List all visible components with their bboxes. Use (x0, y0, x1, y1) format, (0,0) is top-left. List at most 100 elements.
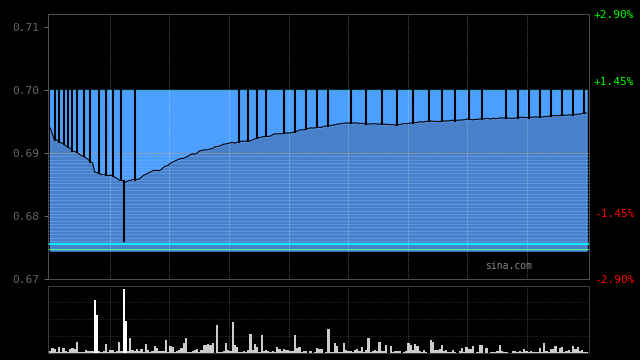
Bar (287, 350, 289, 353)
Bar (140, 349, 143, 353)
Bar (158, 351, 161, 353)
Bar (423, 350, 425, 353)
Bar (305, 351, 307, 353)
Bar (254, 344, 256, 353)
Bar (339, 352, 340, 353)
Bar (579, 351, 581, 353)
Bar (263, 351, 265, 353)
Bar (369, 352, 372, 353)
Bar (136, 349, 138, 353)
Bar (72, 347, 74, 353)
Bar (67, 352, 69, 353)
Bar (260, 335, 263, 353)
Bar (252, 350, 254, 353)
Bar (234, 345, 236, 353)
Bar (105, 345, 107, 353)
Bar (361, 347, 363, 353)
Bar (410, 345, 412, 353)
Bar (165, 340, 167, 353)
Bar (539, 348, 541, 353)
Bar (69, 348, 72, 353)
Bar (96, 315, 98, 353)
Bar (490, 352, 492, 353)
Bar (65, 351, 67, 353)
Bar (316, 348, 319, 353)
Bar (176, 351, 178, 353)
Bar (554, 346, 557, 353)
Bar (268, 351, 269, 353)
Bar (227, 350, 229, 353)
Bar (545, 351, 548, 353)
Bar (552, 348, 554, 353)
Bar (381, 351, 383, 353)
Bar (512, 351, 515, 353)
Bar (301, 352, 303, 353)
Bar (527, 352, 530, 353)
Bar (100, 352, 102, 353)
Bar (354, 350, 356, 353)
Bar (348, 351, 349, 353)
Bar (572, 346, 574, 353)
Bar (285, 351, 287, 353)
Bar (434, 350, 436, 353)
Bar (280, 351, 283, 353)
Bar (557, 352, 559, 353)
Bar (383, 351, 385, 353)
Bar (51, 348, 54, 353)
Bar (223, 351, 225, 353)
Bar (374, 350, 376, 353)
Bar (243, 351, 245, 353)
Bar (93, 300, 96, 353)
Bar (367, 338, 369, 353)
Bar (447, 352, 450, 353)
Bar (225, 343, 227, 353)
Bar (189, 352, 191, 353)
Bar (111, 350, 114, 353)
Bar (515, 351, 516, 353)
Bar (191, 351, 194, 353)
Bar (271, 351, 274, 353)
Bar (182, 343, 185, 353)
Bar (187, 352, 189, 353)
Bar (345, 350, 348, 353)
Bar (236, 347, 238, 353)
Bar (586, 352, 588, 353)
Bar (530, 351, 532, 353)
Bar (207, 344, 209, 353)
Bar (147, 350, 149, 353)
Bar (276, 347, 278, 353)
Bar (98, 351, 100, 353)
Bar (265, 350, 268, 353)
Bar (376, 351, 378, 353)
Bar (194, 350, 196, 353)
Bar (365, 350, 367, 353)
Bar (532, 352, 534, 353)
Bar (356, 349, 358, 353)
Bar (534, 352, 536, 353)
Bar (125, 321, 127, 353)
Bar (303, 351, 305, 353)
Bar (74, 349, 76, 353)
Bar (497, 351, 499, 353)
Bar (118, 342, 120, 353)
Bar (292, 351, 294, 353)
Bar (116, 351, 118, 353)
Bar (343, 342, 345, 353)
Bar (461, 348, 463, 353)
Bar (372, 351, 374, 353)
Bar (298, 347, 301, 353)
Bar (238, 352, 241, 353)
Bar (283, 349, 285, 353)
Bar (459, 351, 461, 353)
Bar (470, 350, 472, 353)
Bar (363, 352, 365, 353)
Text: sina.com: sina.com (485, 261, 532, 271)
Bar (198, 352, 200, 353)
Bar (443, 351, 445, 353)
Bar (536, 352, 539, 353)
Bar (138, 351, 140, 353)
Bar (232, 322, 234, 353)
Bar (107, 352, 109, 353)
Bar (476, 352, 479, 353)
Bar (481, 345, 483, 353)
